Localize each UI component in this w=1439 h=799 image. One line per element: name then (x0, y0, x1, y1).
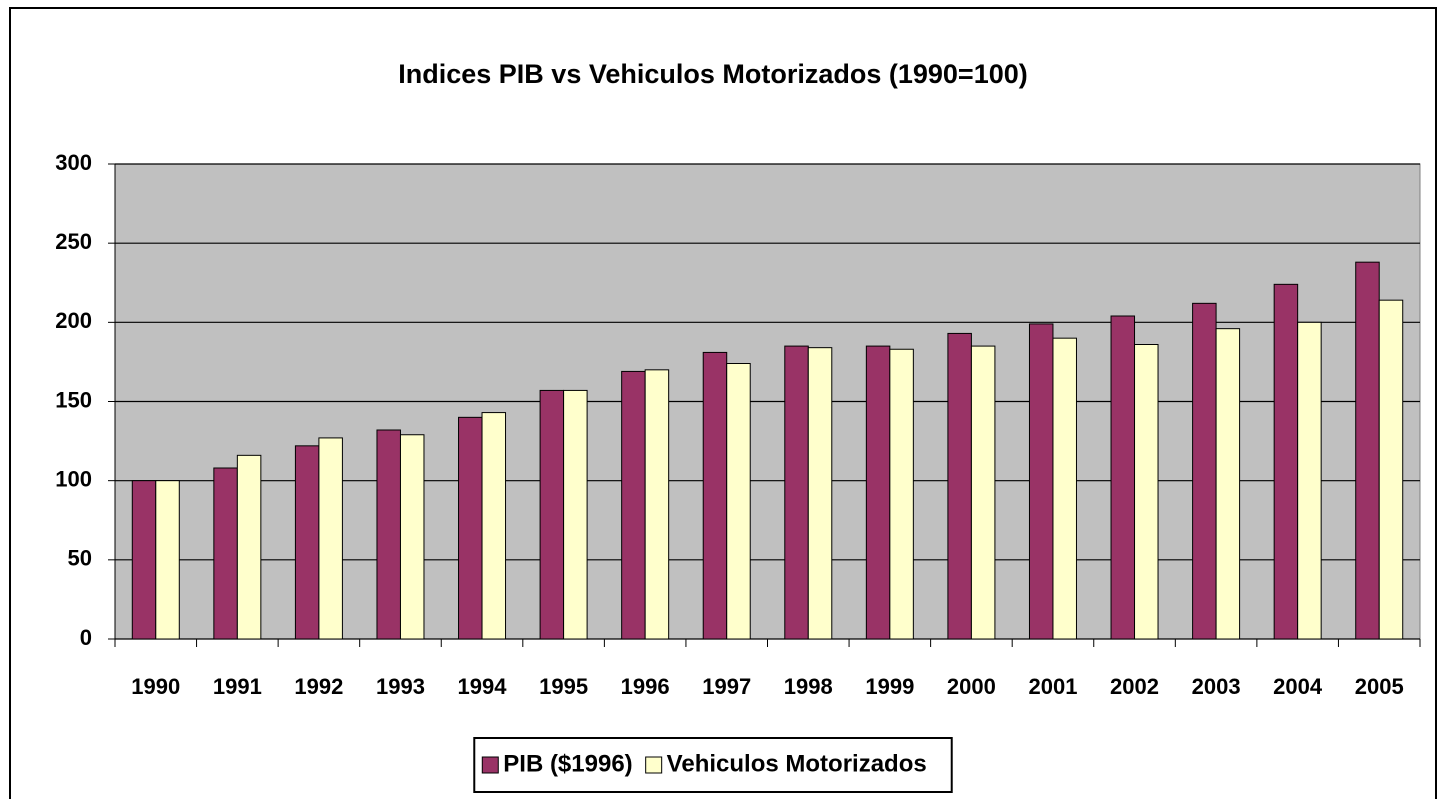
bar (1192, 302, 1217, 640)
y-tick-label: 100 (55, 466, 92, 491)
x-tick-label: 1995 (539, 674, 588, 699)
chart-title: Indices PIB vs Vehiculos Motorizados (19… (398, 59, 1028, 89)
bar (131, 480, 157, 640)
x-tick-label: 1998 (784, 674, 833, 699)
legend (473, 737, 953, 793)
bar (399, 434, 425, 640)
bar (1215, 328, 1241, 640)
bar (702, 351, 728, 640)
y-tick-label: 50 (68, 546, 92, 571)
legend-swatch (481, 756, 499, 774)
legend-label: Vehiculos Motorizados (667, 750, 927, 777)
x-tick-label: 1993 (376, 674, 425, 699)
x-tick-label: 1997 (702, 674, 751, 699)
y-tick-label: 250 (55, 229, 92, 254)
bar (784, 345, 809, 640)
x-tick-label: 2005 (1355, 674, 1404, 699)
bar (726, 363, 751, 640)
legend-swatch (645, 756, 663, 774)
legend-label: PIB ($1996) (503, 750, 632, 777)
bar (621, 370, 646, 640)
bar (213, 467, 238, 640)
x-tick-label: 1999 (865, 674, 914, 699)
y-tick-label: 0 (80, 625, 92, 650)
y-tick-label: 200 (55, 308, 92, 333)
x-tick-label: 2001 (1028, 674, 1077, 699)
bar (539, 389, 565, 640)
x-tick-label: 1996 (621, 674, 670, 699)
x-tick-label: 1990 (131, 674, 180, 699)
bar (1355, 261, 1380, 640)
x-tick-label: 1994 (458, 674, 508, 699)
bar (807, 347, 833, 640)
x-tick-label: 2000 (947, 674, 996, 699)
bar (458, 416, 483, 640)
bar (481, 412, 507, 640)
bar (970, 345, 996, 640)
bar (889, 348, 914, 640)
x-tick-label: 1991 (213, 674, 262, 699)
bar (318, 437, 343, 640)
bar (1052, 337, 1077, 640)
y-tick-label: 150 (55, 387, 92, 412)
bar (1378, 299, 1404, 640)
x-tick-label: 2003 (1192, 674, 1241, 699)
bar (1297, 321, 1322, 640)
bar (865, 345, 891, 640)
x-tick-label: 2002 (1110, 674, 1159, 699)
bar (1134, 344, 1159, 640)
bar (376, 429, 401, 640)
bar (1110, 315, 1136, 640)
bar (155, 480, 180, 640)
bar (294, 445, 320, 640)
bar (236, 454, 262, 640)
bar (1273, 283, 1299, 640)
bar (1028, 323, 1054, 640)
x-tick-label: 1992 (294, 674, 343, 699)
bar (644, 369, 670, 640)
x-tick-label: 2004 (1273, 674, 1323, 699)
bar (947, 332, 972, 640)
bar (563, 389, 588, 640)
y-tick-label: 300 (55, 150, 92, 175)
